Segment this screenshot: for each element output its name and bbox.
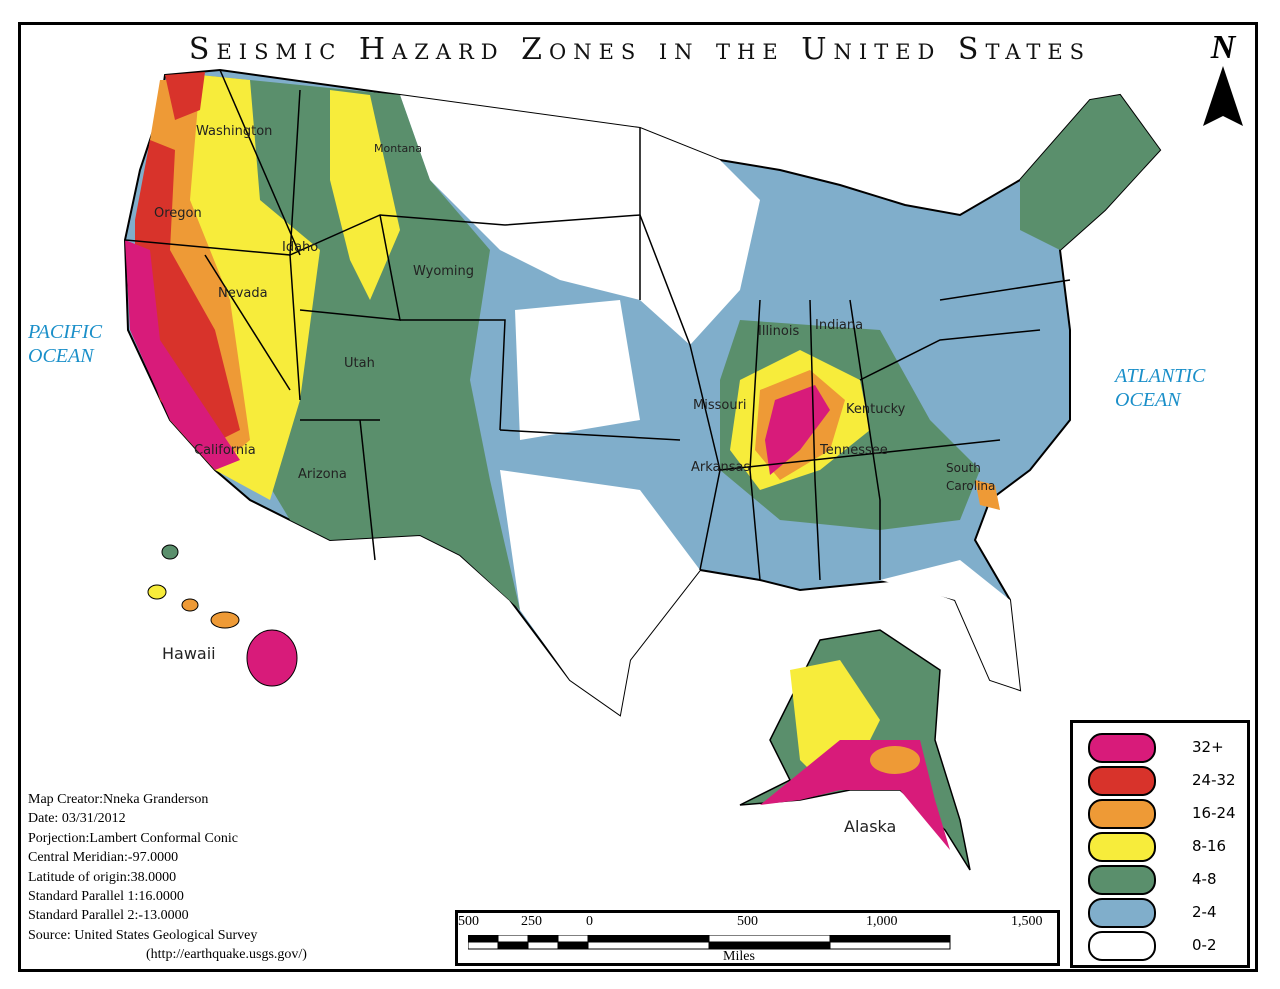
atlantic-ocean-label: ATLANTIC OCEAN bbox=[1115, 365, 1206, 411]
zone-8-16-wasatch bbox=[330, 90, 400, 300]
zone-0-2-florida bbox=[880, 560, 1020, 690]
legend-label: 24-32 bbox=[1192, 771, 1236, 789]
legend-swatch bbox=[1088, 931, 1156, 961]
scale-tick: 500 bbox=[737, 914, 758, 929]
legend-label: 16-24 bbox=[1192, 804, 1236, 822]
state-label-alaska: Alaska bbox=[844, 817, 897, 836]
state-label-montana: Montana bbox=[374, 142, 422, 155]
legend-label: 4-8 bbox=[1192, 870, 1217, 888]
scale-bar-graphic bbox=[468, 935, 951, 950]
state-label-california: California bbox=[194, 443, 256, 458]
legend-swatch bbox=[1088, 799, 1156, 829]
meta-parallel-1: Standard Parallel 1:16.0000 bbox=[28, 889, 184, 905]
zone-24-32-washington bbox=[165, 72, 205, 120]
state-label-carolina: Carolina bbox=[946, 479, 996, 493]
scale-tick: 500 bbox=[458, 914, 479, 929]
meta-central-meridian: Central Meridian:-97.0000 bbox=[28, 850, 179, 866]
zone-4-8-northeast bbox=[1020, 95, 1160, 250]
zone-16-24-southcarolina bbox=[975, 480, 1000, 510]
hawaii-island-kauai bbox=[147, 584, 167, 600]
state-label-hawaii: Hawaii bbox=[162, 644, 216, 663]
meta-parallel-2: Standard Parallel 2:-13.0000 bbox=[28, 908, 189, 924]
state-label-south: South bbox=[946, 461, 981, 475]
meta-url: (http://earthquake.usgs.gov/) bbox=[146, 947, 307, 963]
meta-source: Source: United States Geological Survey bbox=[28, 927, 258, 943]
state-label-arkansas: Arkansas bbox=[691, 460, 751, 475]
meta-projection: Porjection:Lambert Conformal Conic bbox=[28, 830, 238, 846]
state-label-washington: Washington bbox=[196, 124, 273, 139]
map-frame bbox=[18, 22, 1258, 972]
zone-32-plus-california bbox=[125, 240, 240, 470]
legend-swatch bbox=[1088, 898, 1156, 928]
scale-tick: 250 bbox=[521, 914, 542, 929]
legend: 32+ 24-32 16-24 8-16 4-8 2-4 0-2 bbox=[1070, 720, 1250, 968]
scale-tick: 1,000 bbox=[866, 914, 898, 929]
legend-label: 8-16 bbox=[1192, 837, 1227, 855]
zone-32-plus-newmadrid bbox=[765, 385, 830, 475]
scale-bar: 500 250 0 500 1,000 1,500 Miles bbox=[455, 910, 1060, 966]
state-label-kentucky: Kentucky bbox=[846, 402, 906, 417]
zone-0-2-texas bbox=[500, 470, 700, 715]
legend-swatch bbox=[1088, 832, 1156, 862]
state-borders bbox=[124, 69, 1071, 581]
alaska-orange bbox=[870, 746, 920, 774]
state-label-indiana: Indiana bbox=[815, 318, 864, 333]
state-label-illinois: Illinois bbox=[758, 324, 800, 339]
scale-tick: 1,500 bbox=[1011, 914, 1043, 929]
meta-date: Date: 03/31/2012 bbox=[28, 811, 126, 827]
state-label-tennessee: Tennessee bbox=[820, 443, 888, 458]
legend-swatch bbox=[1088, 733, 1156, 763]
pacific-ocean-label: PACIFIC OCEAN bbox=[28, 321, 103, 367]
state-label-wyoming: Wyoming bbox=[413, 264, 475, 279]
hawaii-island-oahu bbox=[181, 598, 199, 612]
north-arrow-icon bbox=[1203, 66, 1243, 126]
state-label-utah: Utah bbox=[344, 356, 375, 371]
meta-latitude-origin: Latitude of origin:38.0000 bbox=[28, 869, 177, 885]
map-metadata: Map Creator:Nneka Granderson Date: 03/31… bbox=[28, 790, 307, 965]
legend-swatch bbox=[1088, 766, 1156, 796]
state-label-idaho: Idaho bbox=[282, 240, 319, 255]
legend-label: 32+ bbox=[1192, 738, 1224, 756]
hawaii-island-niihau bbox=[161, 544, 179, 560]
scale-unit: Miles bbox=[723, 949, 755, 964]
meta-creator: Map Creator:Nneka Granderson bbox=[28, 792, 209, 807]
legend-label: 0-2 bbox=[1192, 936, 1217, 954]
scale-tick: 0 bbox=[586, 914, 593, 929]
state-label-oregon: Oregon bbox=[154, 206, 202, 221]
state-label-nevada: Nevada bbox=[218, 286, 268, 301]
map-title: Seismic Hazard Zones in the United State… bbox=[188, 32, 1092, 67]
zone-0-2-kansas bbox=[515, 300, 640, 440]
north-arrow: N bbox=[1198, 30, 1248, 130]
north-label: N bbox=[1210, 29, 1236, 66]
state-label-arizona: Arizona bbox=[298, 467, 347, 482]
legend-swatch bbox=[1088, 865, 1156, 895]
legend-label: 2-4 bbox=[1192, 903, 1217, 921]
state-label-missouri: Missouri bbox=[693, 398, 747, 413]
hawaii-island-big bbox=[246, 629, 298, 687]
hawaii-island-maui bbox=[210, 611, 240, 629]
